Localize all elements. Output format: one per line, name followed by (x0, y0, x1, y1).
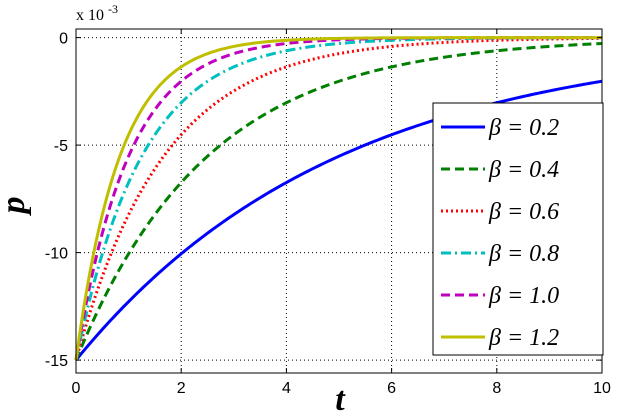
legend-entry: β = 1.2 (441, 325, 559, 351)
legend-box (432, 102, 604, 356)
legend-label: β = 1.0 (488, 283, 559, 309)
legend-entry: β = 0.4 (441, 157, 559, 183)
x-tick-label: 2 (177, 380, 186, 397)
y-multiplier-base: x 10 (76, 7, 104, 24)
legend-label: β = 0.6 (488, 199, 559, 225)
x-tick-label: 6 (387, 380, 396, 397)
tick-labels: 0 2 4 6 8 10 0 -5 -10 -15 (45, 31, 611, 397)
legend-label: β = 0.2 (488, 115, 559, 141)
x-tick-label: 4 (282, 380, 291, 397)
y-tick-label: -10 (45, 246, 68, 263)
x-axis-title: t (335, 381, 346, 412)
y-tick-label: -15 (45, 353, 68, 370)
legend: β = 0.2 β = 0.4 β = 0.6 β = 0.8 β = 1.0 β = 1… (432, 102, 604, 356)
y-multiplier-label: x 10 -3 (76, 2, 118, 24)
series-line-6 (74, 36, 602, 361)
y-tick-label: 0 (59, 31, 68, 48)
series-line-1 (74, 79, 603, 362)
ticks (75, 29, 603, 373)
x-tick-label: 10 (593, 380, 611, 397)
legend-label: β = 1.2 (488, 325, 559, 351)
series-line-3 (74, 36, 603, 361)
legend-entry: β = 1.0 (441, 283, 559, 309)
legend-entry: β = 0.6 (441, 199, 559, 225)
legend-entry: β = 0.8 (441, 241, 559, 267)
series-line-2 (74, 42, 603, 361)
legend-label: β = 0.4 (488, 157, 559, 183)
y-tick-label: -5 (54, 138, 68, 155)
y-axis-title: p (0, 197, 32, 217)
legend-label: β = 0.8 (488, 241, 559, 267)
legend-entry: β = 0.2 (441, 115, 559, 141)
x-tick-label: 0 (72, 380, 81, 397)
x-tick-label: 8 (492, 380, 501, 397)
series-layer (74, 36, 603, 362)
y-multiplier-exponent: -3 (108, 2, 118, 16)
